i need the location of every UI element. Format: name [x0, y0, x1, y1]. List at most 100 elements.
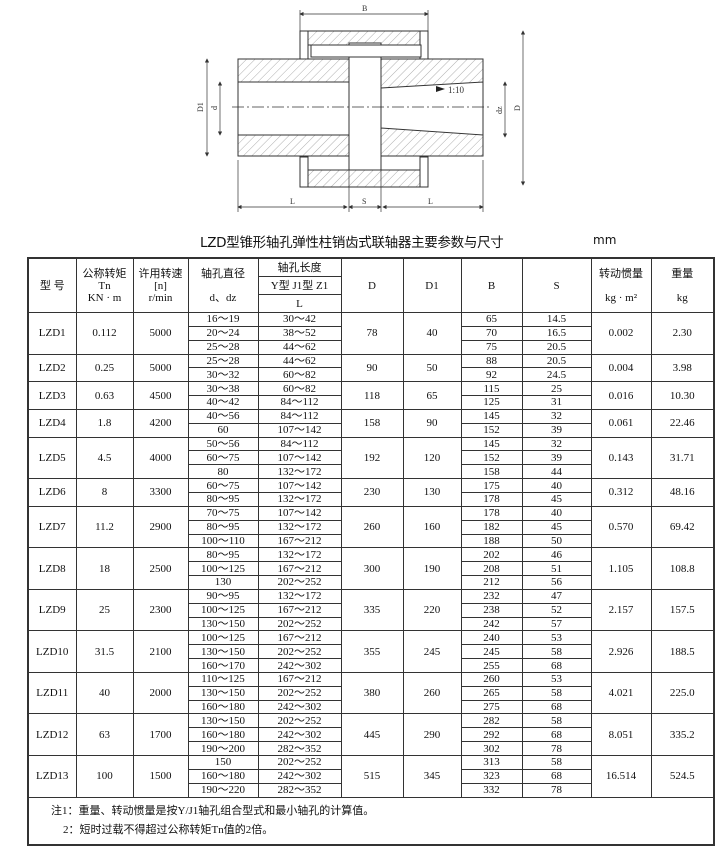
cell-D: 515 [340, 755, 404, 798]
cell-S: 45 [521, 491, 592, 507]
cell-model: LZD10 [27, 630, 77, 673]
cell-bore-length: 202～252 [257, 685, 342, 701]
cell-B: 282 [460, 713, 523, 729]
cell-weight: 188.5 [650, 630, 715, 673]
cell-speed: 2500 [132, 547, 189, 590]
cell-bore-diameter: 130～150 [187, 616, 259, 632]
cell-bore-diameter: 130 [187, 575, 259, 590]
label-S: S [362, 197, 366, 206]
cell-bore-diameter: 90～95 [187, 588, 259, 604]
cell-D1: 40 [402, 312, 462, 355]
cell-D1: 90 [402, 408, 462, 438]
cell-torque: 1.8 [75, 408, 134, 438]
cell-B: 70 [460, 325, 523, 341]
table-subrow: 160～180 242～302 323 68 [28, 768, 714, 784]
cell-bore-diameter: 190～200 [187, 741, 259, 756]
cell-S: 68 [521, 727, 592, 743]
cell-B: 115 [460, 381, 523, 397]
cell-inertia: 16.514 [590, 755, 652, 798]
cell-bore-length: 167～212 [257, 630, 342, 646]
header-bore-length: 轴孔长度 [257, 257, 342, 277]
cell-bore-length: 242～302 [257, 699, 342, 715]
table-subrow: 130～150 202～252 245 58 [28, 644, 714, 660]
table-subrow: 190～200 282～352 302 78 [28, 741, 714, 756]
table-notes: 注1：重量、转动惯量是按Y/J1轴孔组合型式和最小轴孔的计算值。 2：短时过载不… [27, 796, 715, 846]
cell-B: 202 [460, 547, 523, 563]
cell-bore-diameter: 50～56 [187, 436, 259, 452]
cell-model: LZD1 [27, 312, 77, 355]
cell-bore-length: 84～112 [257, 436, 342, 452]
header-weight: 重量 kg [650, 257, 715, 313]
header-B: B [460, 257, 523, 313]
table-subrow: 60 107～142 152 39 [28, 422, 714, 438]
cell-B: 145 [460, 408, 523, 424]
header-D1: D1 [402, 257, 462, 313]
cell-B: 323 [460, 768, 523, 784]
cell-S: 24.5 [521, 367, 592, 383]
cell-bore-diameter: 100～110 [187, 533, 259, 549]
label-D1: D1 [196, 102, 205, 112]
cell-D: 260 [340, 505, 404, 549]
cell-S: 58 [521, 644, 592, 660]
cell-bore-length: 202～252 [257, 713, 342, 729]
cell-B: 260 [460, 671, 523, 687]
cell-S: 46 [521, 547, 592, 563]
cell-B: 275 [460, 699, 523, 715]
cell-S: 20.5 [521, 353, 592, 369]
table-row: LZD4 1.8 4200 40～56 84～112 158 90 145 32 0.061 22.… [27, 408, 715, 438]
right-hub [380, 58, 484, 157]
cell-bore-diameter: 25～28 [187, 339, 259, 355]
cell-B: 152 [460, 450, 523, 466]
table-row: LZD13 100 1500 150 202～252 515 345 313 58 16.514 5… [27, 755, 715, 798]
cell-bore-length: 202～252 [257, 755, 342, 770]
cell-D1: 160 [402, 505, 462, 549]
cell-bore-diameter: 130～150 [187, 685, 259, 701]
cell-torque: 100 [75, 755, 134, 798]
cell-S: 32 [521, 408, 592, 424]
cell-speed: 3300 [132, 478, 189, 507]
cell-B: 145 [460, 436, 523, 452]
cell-bore-diameter: 160～180 [187, 699, 259, 715]
cell-D: 445 [340, 713, 404, 756]
header-bore-types: Y型 J1型 Z1 [257, 276, 342, 295]
cell-weight: 524.5 [650, 755, 715, 798]
cell-bore-diameter: 100～125 [187, 630, 259, 646]
cell-inertia: 0.061 [590, 408, 652, 438]
cell-D1: 290 [402, 713, 462, 756]
cell-inertia: 8.051 [590, 713, 652, 756]
cell-weight: 225.0 [650, 671, 715, 715]
cell-bore-diameter: 80～95 [187, 547, 259, 563]
cell-bore-length: 107～142 [257, 422, 342, 438]
cell-B: 302 [460, 741, 523, 756]
cell-bore-diameter: 100～125 [187, 602, 259, 618]
cell-B: 232 [460, 588, 523, 604]
cell-B: 175 [460, 478, 523, 493]
cell-torque: 40 [75, 671, 134, 715]
cell-bore-diameter: 160～180 [187, 727, 259, 743]
cell-B: 152 [460, 422, 523, 438]
cell-bore-length: 84～112 [257, 408, 342, 424]
table-row: LZD6 8 3300 60～75 107～142 230 130 175 40 0.312 48.… [27, 478, 715, 507]
cell-S: 25 [521, 381, 592, 397]
table-subrow: 80～95 132～172 178 45 [28, 491, 714, 507]
cell-S: 44 [521, 464, 592, 480]
cell-B: 255 [460, 658, 523, 673]
cell-S: 68 [521, 768, 592, 784]
cell-B: 332 [460, 782, 523, 798]
cell-torque: 18 [75, 547, 134, 590]
cell-S: 68 [521, 658, 592, 673]
cell-D: 300 [340, 547, 404, 590]
header-model: 型 号 [27, 257, 77, 313]
cell-D: 118 [340, 381, 404, 410]
label-d: d [210, 106, 219, 110]
cell-weight: 10.30 [650, 381, 715, 410]
label-taper: 1:10 [448, 85, 465, 95]
cell-S: 53 [521, 630, 592, 646]
table-row: LZD11 40 2000 110～125 167～212 380 260 260 53 4.02… [27, 671, 715, 715]
cell-B: 188 [460, 533, 523, 549]
cell-bore-length: 132～172 [257, 519, 342, 535]
cell-B: 125 [460, 395, 523, 410]
cell-torque: 31.5 [75, 630, 134, 673]
header-S: S [521, 257, 592, 313]
cell-bore-length: 282～352 [257, 782, 342, 798]
